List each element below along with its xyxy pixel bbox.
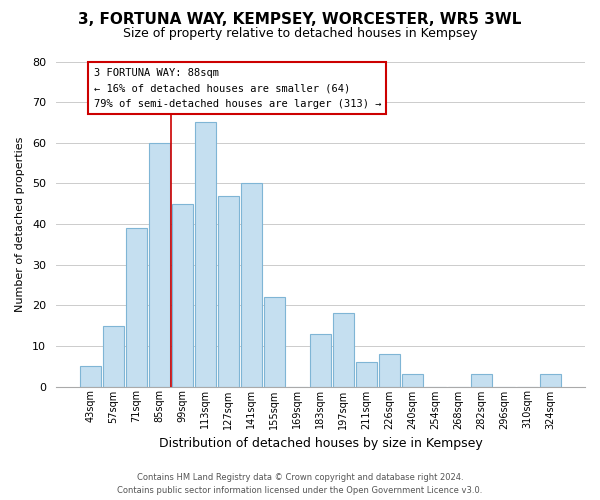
Bar — [310, 334, 331, 386]
Y-axis label: Number of detached properties: Number of detached properties — [15, 136, 25, 312]
Bar — [264, 297, 285, 386]
Bar — [195, 122, 215, 386]
Bar — [379, 354, 400, 386]
Text: 3, FORTUNA WAY, KEMPSEY, WORCESTER, WR5 3WL: 3, FORTUNA WAY, KEMPSEY, WORCESTER, WR5 … — [79, 12, 521, 28]
X-axis label: Distribution of detached houses by size in Kempsey: Distribution of detached houses by size … — [158, 437, 482, 450]
Bar — [126, 228, 146, 386]
Bar — [149, 143, 170, 386]
Bar — [103, 326, 124, 386]
Bar — [241, 184, 262, 386]
Text: Size of property relative to detached houses in Kempsey: Size of property relative to detached ho… — [123, 28, 477, 40]
Bar — [540, 374, 561, 386]
Bar — [402, 374, 423, 386]
Bar — [80, 366, 101, 386]
Text: 3 FORTUNA WAY: 88sqm
← 16% of detached houses are smaller (64)
79% of semi-detac: 3 FORTUNA WAY: 88sqm ← 16% of detached h… — [94, 68, 381, 109]
Bar — [172, 204, 193, 386]
Bar — [218, 196, 239, 386]
Bar — [356, 362, 377, 386]
Text: Contains HM Land Registry data © Crown copyright and database right 2024.
Contai: Contains HM Land Registry data © Crown c… — [118, 473, 482, 495]
Bar — [471, 374, 492, 386]
Bar — [333, 314, 354, 386]
